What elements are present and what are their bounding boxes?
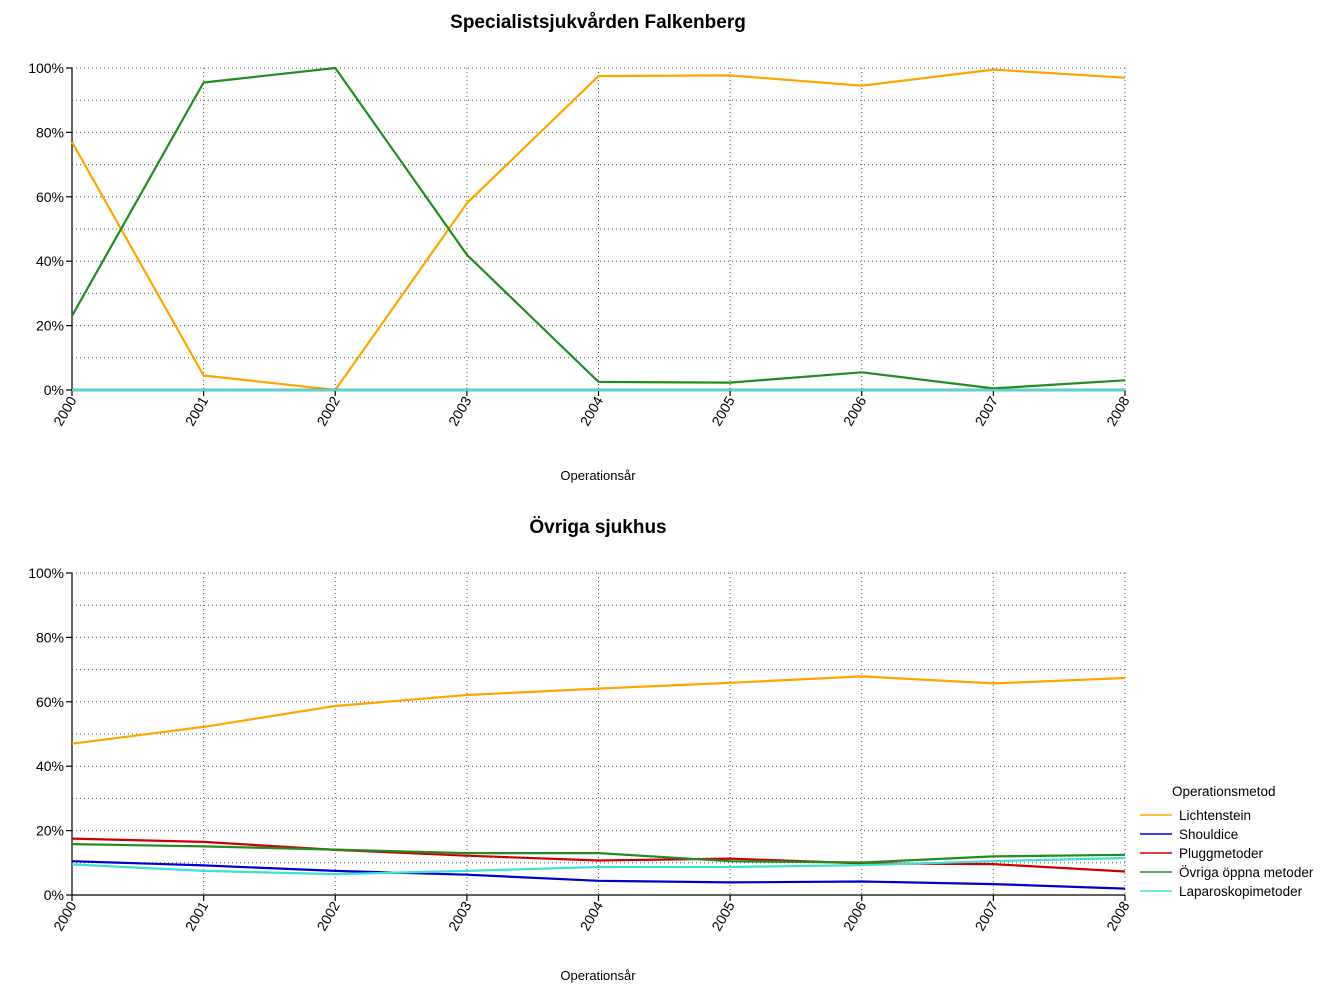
x-tick-label: 2002: [313, 393, 343, 428]
x-tick-label: 2000: [50, 898, 80, 933]
y-tick-label: 60%: [36, 189, 64, 205]
y-tick-label: 60%: [36, 694, 64, 710]
y-tick-label: 100%: [28, 565, 64, 581]
chart-panel-falkenberg: Specialistsjukvården Falkenberg 0% 20% 40%…: [28, 12, 1133, 483]
series-line-laparoskopimetoder: [71, 856, 1126, 876]
series-line-övriga-öppna-metoder: [71, 66, 1126, 390]
series-line-shouldice: [71, 860, 1126, 890]
legend-item-label: Lichtenstein: [1179, 808, 1251, 823]
x-tick-label: 2004: [577, 898, 607, 933]
x-tick-label: 2007: [972, 898, 1002, 933]
legend-item-label: Laparoskopimetoder: [1179, 884, 1303, 899]
legend-title: Operationsmetod: [1172, 784, 1276, 799]
x-tick-label: 2003: [445, 393, 475, 428]
series-line-övriga-öppna-metoder: [71, 843, 1126, 864]
y-tick-label: 0%: [44, 382, 64, 398]
x-tick-label: 2001: [182, 393, 212, 428]
legend-item-label: Övriga öppna metoder: [1179, 865, 1314, 880]
x-tick-label: 2002: [313, 898, 343, 933]
y-tick-label: 20%: [36, 318, 64, 334]
x-tick-label: 2000: [50, 393, 80, 428]
chart-title: Övriga sjukhus: [529, 517, 666, 538]
legend-item-label: Shouldice: [1179, 827, 1238, 842]
x-tick-label: 2007: [972, 393, 1002, 428]
x-axis-title: Operationsår: [560, 468, 636, 483]
x-tick-label: 2005: [708, 393, 738, 428]
series-line-lichtenstein: [71, 675, 1126, 745]
x-tick-label: 2005: [708, 898, 738, 933]
series-line-lichtenstein: [71, 68, 1126, 392]
x-axis-title: Operationsår: [560, 968, 636, 983]
chart-title: Specialistsjukvården Falkenberg: [450, 12, 746, 33]
x-tick-label: 2003: [445, 898, 475, 933]
series-line-pluggmetoder: [71, 837, 1126, 873]
x-tick-label: 2006: [840, 393, 870, 428]
y-tick-label: 40%: [36, 253, 64, 269]
x-tick-label: 2008: [1103, 898, 1133, 933]
chart-panel-ovriga-sjukhus: Övriga sjukhus 0% 20% 40% 60% 80% 100% 2000 200…: [28, 517, 1133, 983]
y-tick-label: 80%: [36, 629, 64, 645]
y-tick-label: 20%: [36, 823, 64, 839]
x-tick-label: 2006: [840, 898, 870, 933]
legend-item-label: Pluggmetoder: [1179, 846, 1264, 861]
x-tick-label: 2004: [577, 393, 607, 428]
x-tick-label: 2001: [182, 898, 212, 933]
y-tick-label: 40%: [36, 758, 64, 774]
y-tick-label: 100%: [28, 60, 64, 76]
legend: Operationsmetod Lichtenstein Shouldice Plu…: [1140, 784, 1314, 899]
x-tick-label: 2008: [1103, 393, 1133, 428]
y-tick-label: 80%: [36, 124, 64, 140]
y-tick-label: 0%: [44, 887, 64, 903]
